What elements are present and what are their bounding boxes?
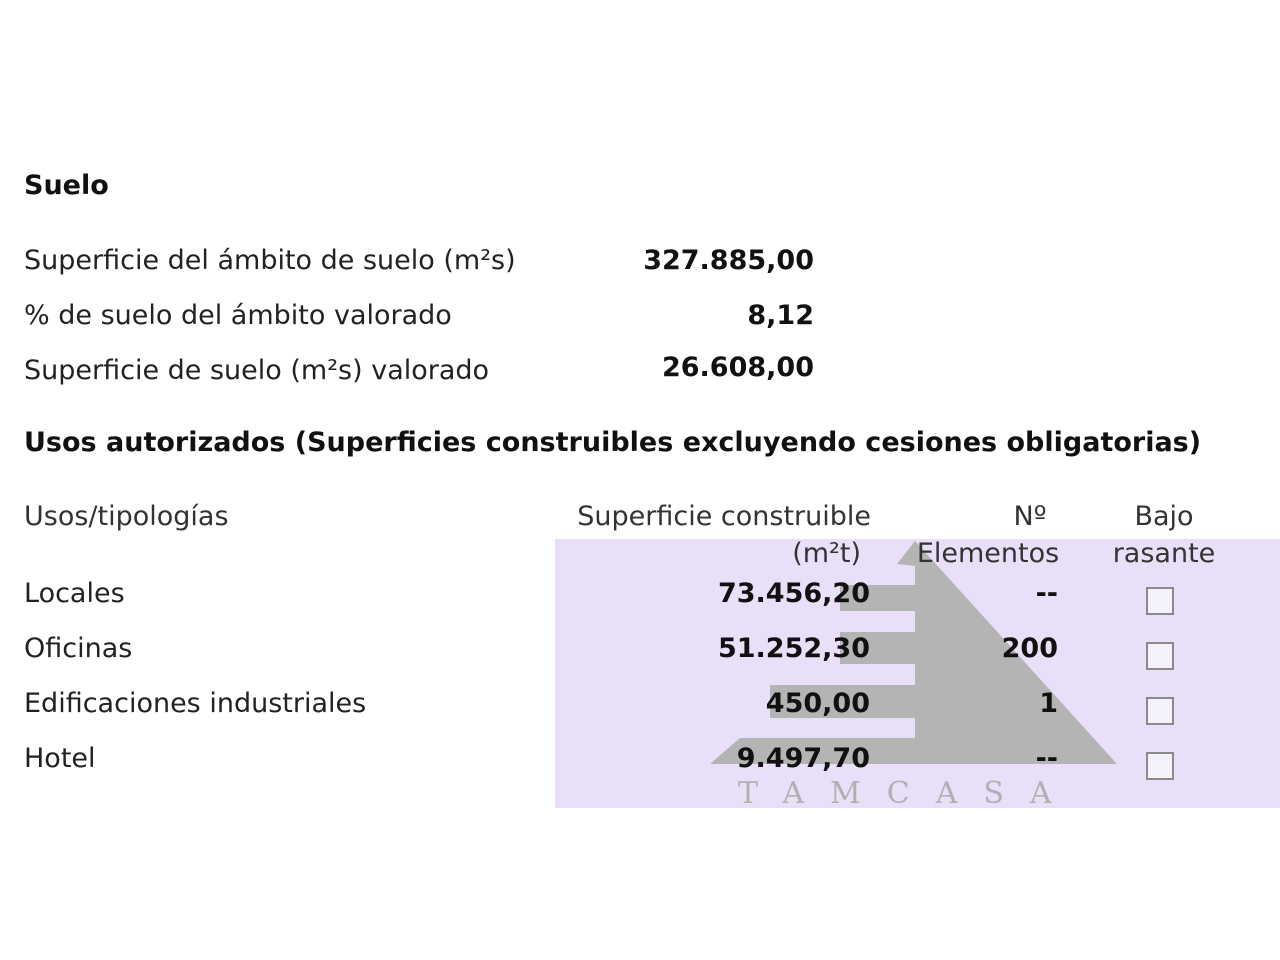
- suelo-row-label: Superficie de suelo (m²s) valorado: [24, 355, 490, 386]
- column-header-bajo-rasante-line2: rasante: [1112, 538, 1216, 569]
- uso-row-label: Hotel: [24, 743, 96, 774]
- uso-row-elementos: 200: [1001, 633, 1058, 664]
- uso-row-superficie: 73.456,20: [717, 578, 870, 609]
- column-header-bajo-rasante: Bajo: [1134, 501, 1194, 532]
- bajo-rasante-checkbox[interactable]: [1146, 697, 1174, 725]
- uso-row-label: Locales: [24, 578, 125, 609]
- uso-row-elementos: 1: [1039, 688, 1058, 719]
- suelo-row-value: 26.608,00: [661, 352, 814, 383]
- suelo-row-label: Superficie del ámbito de suelo (m²s): [24, 245, 516, 276]
- suelo-section-title: Suelo: [24, 170, 109, 201]
- suelo-row-value: 327.885,00: [643, 245, 814, 276]
- watermark-text: TAMCASA: [738, 776, 1078, 811]
- uso-row-superficie: 51.252,30: [717, 633, 870, 664]
- uso-row-superficie: 450,00: [765, 688, 870, 719]
- column-header-superficie-unit: (m²t): [792, 538, 861, 569]
- bajo-rasante-checkbox[interactable]: [1146, 752, 1174, 780]
- suelo-row-value: 8,12: [747, 300, 814, 331]
- bajo-rasante-checkbox[interactable]: [1146, 642, 1174, 670]
- uso-row-label: Edificaciones industriales: [24, 688, 367, 719]
- uso-row-elementos: --: [1035, 743, 1058, 774]
- usos-section-title: Usos autorizados (Superficies construibl…: [24, 427, 1202, 458]
- column-header-tipologia: Usos/tipologías: [24, 501, 229, 532]
- column-header-elementos-line2: Elementos: [916, 538, 1060, 569]
- suelo-row-label: % de suelo del ámbito valorado: [24, 300, 452, 331]
- uso-row-superficie: 9.497,70: [736, 743, 870, 774]
- uso-row-elementos: --: [1035, 578, 1058, 609]
- uso-row-label: Oficinas: [24, 633, 133, 664]
- column-header-superficie: Superficie construible: [577, 501, 871, 532]
- bajo-rasante-checkbox[interactable]: [1146, 587, 1174, 615]
- column-header-elementos: Nº: [1013, 501, 1047, 532]
